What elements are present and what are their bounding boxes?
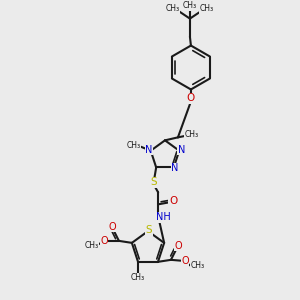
Text: N: N: [171, 164, 178, 173]
Text: S: S: [151, 177, 158, 188]
Text: O: O: [169, 196, 177, 206]
Text: CH₃: CH₃: [185, 130, 199, 139]
Text: S: S: [146, 225, 152, 235]
Text: O: O: [174, 241, 182, 251]
Text: N: N: [178, 145, 185, 155]
Text: CH₃: CH₃: [85, 242, 99, 250]
Text: NH: NH: [156, 212, 170, 222]
Text: O: O: [108, 222, 116, 232]
Text: O: O: [100, 236, 108, 246]
Text: CH₃: CH₃: [127, 141, 141, 150]
Text: N: N: [145, 145, 152, 155]
Text: CH₃: CH₃: [166, 4, 180, 13]
Text: CH₃: CH₃: [200, 4, 214, 13]
Text: CH₃: CH₃: [191, 261, 205, 270]
Text: CH₃: CH₃: [183, 1, 197, 10]
Text: O: O: [181, 256, 189, 266]
Text: CH₃: CH₃: [131, 273, 145, 282]
Text: O: O: [187, 93, 195, 103]
